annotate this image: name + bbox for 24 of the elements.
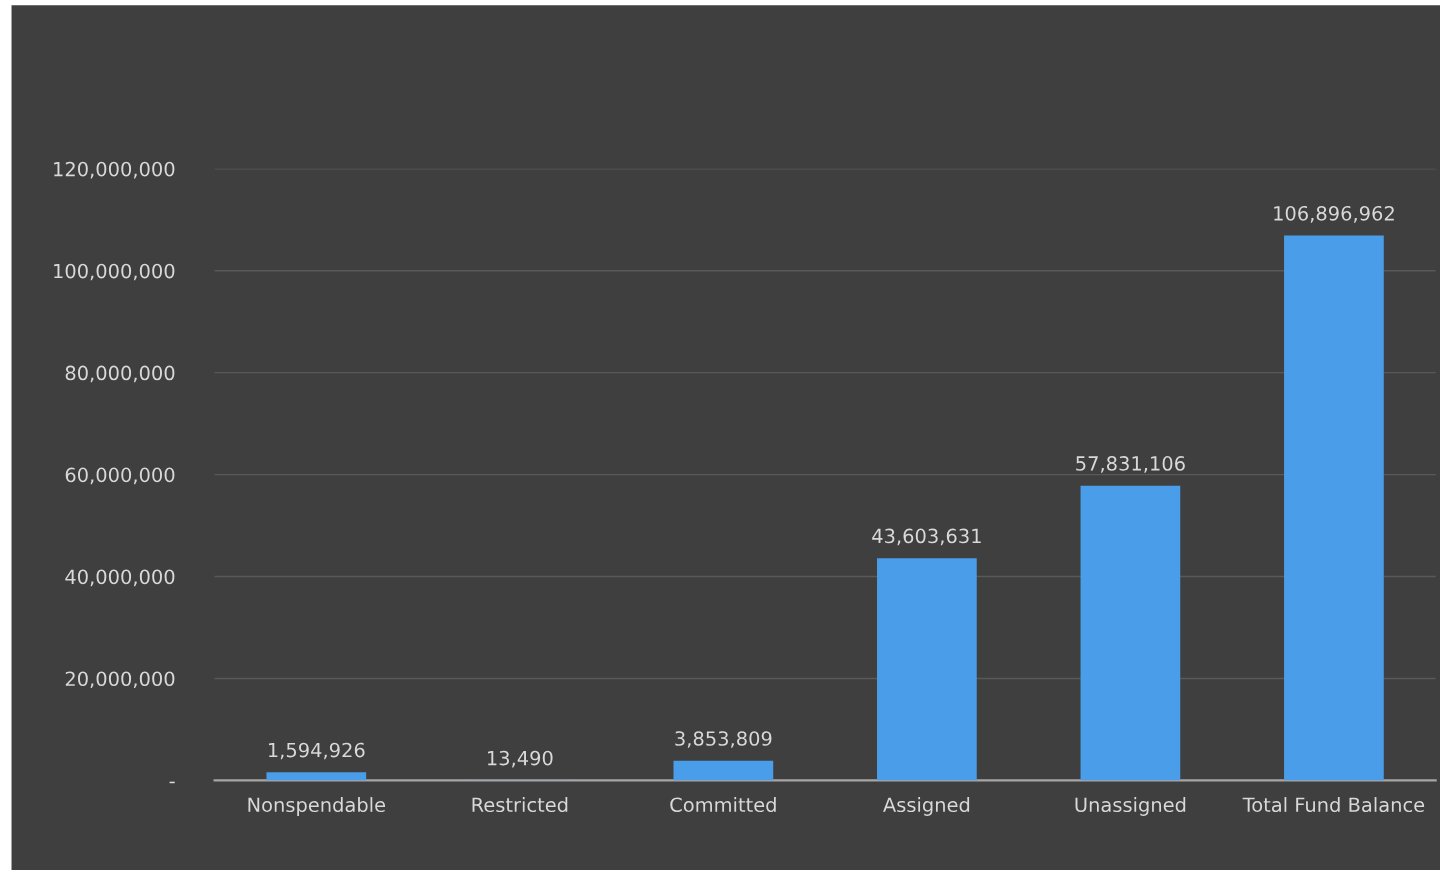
- data-label: 43,603,631: [872, 528, 981, 546]
- bar: [266, 772, 367, 781]
- y-tick-label: 20,000,000: [65, 671, 175, 689]
- bar: [1080, 485, 1181, 781]
- bar: [877, 558, 977, 781]
- y-tick-label: 40,000,000: [65, 569, 175, 587]
- y-tick-label: 100,000,000: [54, 263, 175, 281]
- data-label: 106,896,962: [1274, 205, 1394, 223]
- y-tick-label: 80,000,000: [65, 365, 175, 383]
- x-tick-label: Unassigned: [1075, 797, 1186, 816]
- y-tick-label: 120,000,000: [54, 161, 175, 179]
- data-label: 3,853,809: [675, 731, 772, 748]
- data-label: 13,490: [487, 750, 553, 768]
- y-tick-label: 60,000,000: [65, 467, 175, 485]
- data-label: 57,831,106: [1076, 456, 1185, 473]
- y-tick-label: -: [169, 781, 175, 784]
- x-tick-label: Nonspendable: [248, 797, 386, 816]
- x-tick-label: Restricted: [472, 797, 568, 813]
- bar: [1284, 235, 1384, 781]
- x-tick-label: Committed: [670, 797, 776, 813]
- x-tick-label: Total Fund Balance: [1242, 797, 1425, 813]
- x-tick-label: Assigned: [883, 797, 970, 816]
- data-label: 1,594,926: [268, 742, 365, 760]
- bar: [673, 760, 774, 781]
